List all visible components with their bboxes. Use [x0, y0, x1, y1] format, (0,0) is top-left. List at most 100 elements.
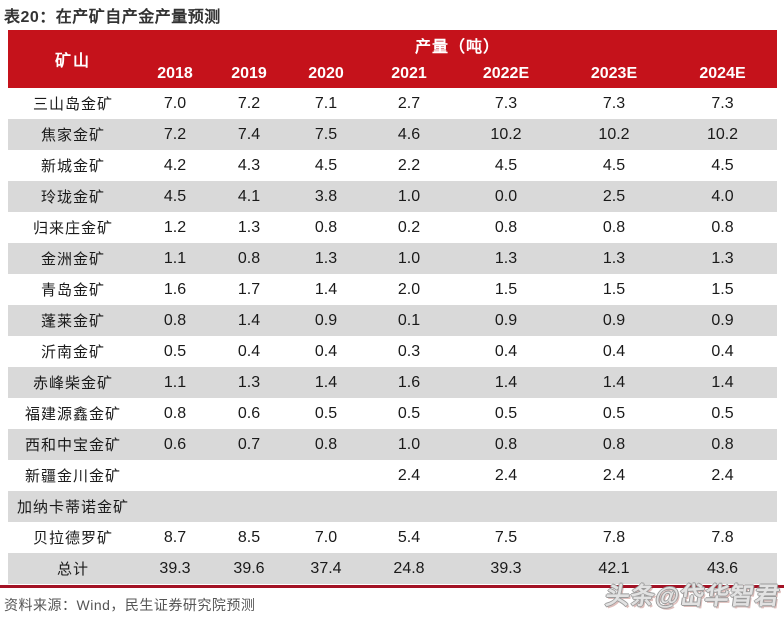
table-row: 新城金矿 4.2 4.3 4.5 2.2 4.5 4.5 4.5 — [8, 150, 778, 181]
value-cell: 39.6 — [233, 559, 265, 577]
value-cell: 39.3 — [159, 559, 191, 577]
value-cell: 7.3 — [602, 94, 626, 112]
value-cell: 2.2 — [397, 156, 421, 174]
value-cell: 10.2 — [490, 125, 522, 143]
table-row: 加纳卡蒂诺金矿 — [8, 491, 778, 522]
value-cell: 0.6 — [237, 404, 261, 422]
table-row: 三山岛金矿 7.0 7.2 7.1 2.7 7.3 7.3 7.3 — [8, 88, 778, 119]
value-cell: 0.5 — [711, 404, 734, 422]
table-row: 玲珑金矿 4.5 4.1 3.8 1.0 0.0 2.5 4.0 — [8, 181, 778, 212]
value-cell — [212, 491, 286, 522]
value-cell: 0.9 — [711, 311, 734, 329]
column-header-year: 2021 — [366, 60, 452, 88]
value-cell — [212, 460, 286, 491]
value-cell: 4.0 — [711, 187, 734, 205]
value-cell: 0.8 — [314, 218, 338, 236]
column-header-year: 2018 — [138, 60, 212, 88]
value-cell: 10.2 — [706, 125, 739, 143]
value-cell: 1.3 — [602, 249, 626, 267]
value-cell: 1.4 — [711, 373, 734, 391]
value-cell: 1.4 — [494, 373, 518, 391]
value-cell: 4.5 — [494, 156, 518, 174]
mine-name-cell: 新疆金川金矿 — [24, 468, 121, 485]
mine-name-cell: 归来庄金矿 — [32, 220, 113, 237]
table-row: 新疆金川金矿 2.4 2.4 2.4 2.4 — [8, 460, 778, 491]
value-cell: 0.8 — [237, 249, 261, 267]
value-cell: 4.5 — [314, 156, 338, 174]
value-cell: 0.5 — [314, 404, 338, 422]
value-cell: 1.5 — [602, 280, 626, 298]
value-cell: 0.4 — [494, 342, 518, 360]
value-cell: 0.5 — [163, 342, 187, 360]
value-cell: 1.4 — [602, 373, 626, 391]
value-cell: 0.8 — [494, 218, 518, 236]
value-cell: 1.3 — [711, 249, 734, 267]
column-header-year: 2019 — [212, 60, 286, 88]
value-cell: 0.5 — [602, 404, 626, 422]
value-cell: 0.3 — [397, 342, 421, 360]
value-cell: 7.3 — [711, 94, 734, 112]
value-cell: 0.4 — [711, 342, 734, 360]
value-cell: 0.8 — [711, 435, 734, 453]
table-title: 表20：在产矿自产金产量预测 — [4, 9, 221, 26]
mine-name-cell: 总计 — [56, 561, 89, 578]
value-cell: 2.4 — [494, 466, 518, 484]
table-row: 总计 39.3 39.6 37.4 24.8 39.3 42.1 43.6 — [8, 553, 778, 584]
value-cell — [366, 491, 452, 522]
table-body: 三山岛金矿 7.0 7.2 7.1 2.7 7.3 7.3 7.3 焦家金矿 7.2 7.4 7.5 4… — [8, 88, 778, 584]
value-cell: 10.2 — [598, 125, 630, 143]
value-cell: 0.8 — [163, 404, 187, 422]
value-cell: 1.0 — [397, 435, 421, 453]
value-cell: 0.6 — [163, 435, 187, 453]
column-header-year: 2020 — [286, 60, 366, 88]
value-cell: 7.0 — [314, 528, 338, 546]
value-cell: 0.8 — [494, 435, 518, 453]
value-cell: 2.4 — [711, 466, 734, 484]
value-cell: 1.1 — [163, 249, 187, 267]
value-cell: 2.0 — [397, 280, 421, 298]
group-header-row: 矿山 产量（吨） — [8, 30, 778, 88]
value-cell: 0.4 — [314, 342, 338, 360]
value-cell — [138, 491, 212, 522]
value-cell: 1.4 — [237, 311, 261, 329]
value-cell: 24.8 — [393, 559, 425, 577]
value-cell: 0.7 — [237, 435, 261, 453]
table-row: 焦家金矿 7.2 7.4 7.5 4.6 10.2 10.2 10.2 — [8, 119, 778, 150]
mine-name-cell: 赤峰柴金矿 — [32, 375, 113, 392]
value-cell: 7.5 — [494, 528, 518, 546]
column-header-year: 2022E — [452, 60, 560, 88]
value-cell: 1.1 — [163, 373, 187, 391]
value-cell: 37.4 — [310, 559, 342, 577]
value-cell: 1.4 — [314, 373, 338, 391]
value-cell: 7.8 — [711, 528, 734, 546]
mine-name-cell: 西和中宝金矿 — [24, 437, 121, 454]
mine-name-cell: 福建源鑫金矿 — [24, 406, 121, 423]
value-cell: 4.5 — [711, 156, 734, 174]
value-cell: 7.2 — [163, 125, 187, 143]
value-cell: 39.3 — [490, 559, 522, 577]
table-row: 沂南金矿 0.5 0.4 0.4 0.3 0.4 0.4 0.4 — [8, 336, 778, 367]
mine-name-cell: 金洲金矿 — [40, 251, 105, 268]
value-cell: 0.9 — [494, 311, 518, 329]
mine-name-cell: 青岛金矿 — [40, 282, 105, 299]
value-cell — [560, 491, 668, 522]
value-cell: 0.2 — [397, 218, 421, 236]
table-row: 金洲金矿 1.1 0.8 1.3 1.0 1.3 1.3 1.3 — [8, 243, 778, 274]
year-header-row: 2018 2019 2020 2021 2022E 2023E 2024E — [8, 60, 778, 88]
value-cell: 4.5 — [602, 156, 626, 174]
mine-name-cell: 加纳卡蒂诺金矿 — [16, 499, 129, 516]
value-cell: 42.1 — [598, 559, 630, 577]
value-cell: 0.5 — [494, 404, 518, 422]
value-cell — [138, 460, 212, 491]
table-row: 西和中宝金矿 0.6 0.7 0.8 1.0 0.8 0.8 0.8 — [8, 429, 778, 460]
value-cell — [286, 491, 366, 522]
value-cell: 4.3 — [237, 156, 261, 174]
value-cell: 4.2 — [163, 156, 187, 174]
value-cell: 2.5 — [602, 187, 626, 205]
table-row: 蓬莱金矿 0.8 1.4 0.9 0.1 0.9 0.9 0.9 — [8, 305, 778, 336]
value-cell: 8.5 — [237, 528, 261, 546]
value-cell: 0.9 — [602, 311, 626, 329]
value-cell: 7.8 — [602, 528, 626, 546]
gold-production-table: 矿山 产量（吨） 2018 2019 2020 2021 2022E 2023E 2024E… — [8, 30, 778, 584]
